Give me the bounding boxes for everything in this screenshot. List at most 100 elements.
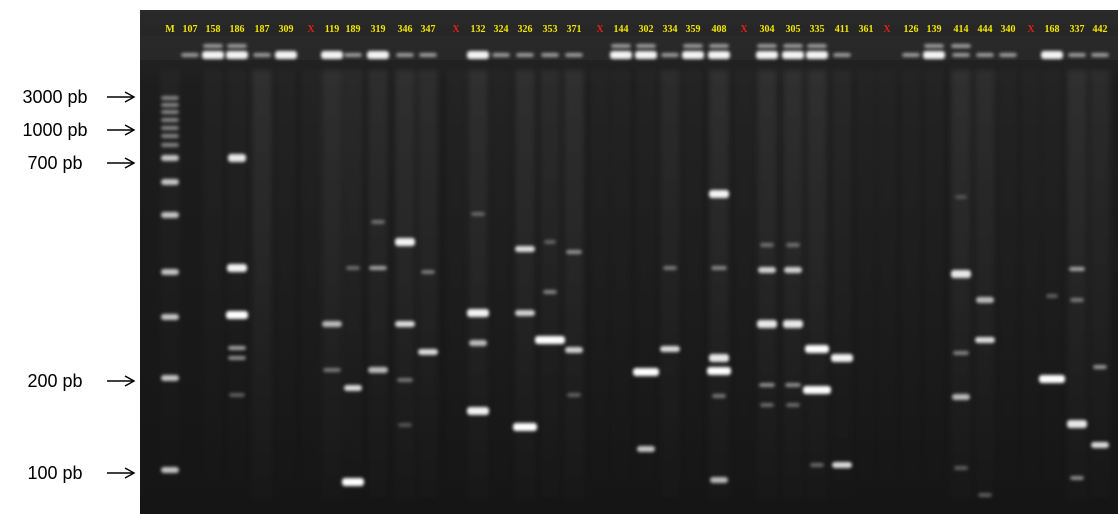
size-marker-label: 100 pb bbox=[27, 463, 82, 483]
dna-band bbox=[226, 51, 248, 59]
dna-band bbox=[161, 269, 179, 275]
dna-band bbox=[758, 267, 776, 273]
lane-label: 371 bbox=[567, 24, 582, 35]
dna-band bbox=[471, 212, 485, 216]
dna-band bbox=[227, 44, 247, 48]
dna-band bbox=[832, 462, 852, 468]
lane-label: 337 bbox=[1070, 24, 1085, 35]
lane-label: 305 bbox=[786, 24, 801, 35]
right-arrow-icon bbox=[107, 91, 136, 103]
lane-smear bbox=[395, 70, 415, 500]
dna-band bbox=[955, 195, 967, 199]
lane-smear bbox=[1090, 70, 1110, 500]
size-marker-label: 3000 pb bbox=[22, 87, 87, 107]
separator-label: X bbox=[1027, 24, 1035, 35]
lane-smear bbox=[343, 70, 363, 500]
dna-band bbox=[516, 53, 534, 57]
dna-band bbox=[395, 321, 415, 327]
dna-band bbox=[952, 53, 970, 57]
dna-band bbox=[757, 44, 777, 48]
lane-smear bbox=[856, 70, 876, 500]
dna-band bbox=[543, 290, 557, 294]
lane-smear bbox=[877, 70, 897, 500]
dna-bands bbox=[161, 44, 1109, 497]
dna-band bbox=[513, 423, 537, 431]
dna-band bbox=[709, 44, 729, 48]
lane-smear bbox=[418, 70, 438, 500]
dna-band bbox=[661, 53, 679, 57]
dna-band bbox=[566, 250, 582, 254]
dna-band bbox=[976, 297, 994, 303]
lane-label: 168 bbox=[1045, 24, 1060, 35]
dna-band bbox=[342, 478, 364, 486]
lane-label: 144 bbox=[614, 24, 629, 35]
dna-band bbox=[275, 51, 297, 59]
lane-smear bbox=[807, 70, 827, 500]
dna-band bbox=[1093, 365, 1107, 369]
lane-label: 139 bbox=[927, 24, 942, 35]
dna-band bbox=[1041, 51, 1063, 59]
lane-label: 347 bbox=[421, 24, 436, 35]
dna-band bbox=[952, 394, 970, 400]
dna-band bbox=[975, 337, 995, 343]
lane-label: 361 bbox=[859, 24, 874, 35]
lane-labels: M 107 158 186 187 309 X 119 189 319 346 347 X 132 324 3… bbox=[165, 24, 1107, 35]
dna-band bbox=[782, 51, 804, 59]
dna-band bbox=[807, 44, 827, 48]
dna-band bbox=[541, 53, 559, 57]
lane-label: 324 bbox=[494, 24, 509, 35]
lane-label: 126 bbox=[904, 24, 919, 35]
dna-band bbox=[419, 53, 437, 57]
dna-band bbox=[783, 44, 803, 48]
dna-band bbox=[633, 368, 659, 376]
lane-smear bbox=[1067, 70, 1087, 500]
lane-smear bbox=[590, 70, 610, 500]
lane-label: 353 bbox=[543, 24, 558, 35]
lane-smear bbox=[757, 70, 777, 500]
dna-band bbox=[161, 179, 179, 185]
dna-band bbox=[161, 467, 179, 473]
dna-band bbox=[951, 270, 971, 278]
dna-band bbox=[226, 311, 248, 319]
lane-smear bbox=[227, 70, 247, 500]
dna-band bbox=[923, 51, 945, 59]
dna-band bbox=[161, 134, 179, 138]
lane-smear bbox=[951, 70, 971, 500]
dna-band bbox=[610, 51, 632, 59]
lane-smear bbox=[301, 70, 321, 500]
separator-label: X bbox=[596, 24, 604, 35]
dna-band bbox=[346, 266, 360, 270]
lane-smear bbox=[252, 70, 272, 500]
lane-label: 442 bbox=[1093, 24, 1108, 35]
dna-band bbox=[181, 53, 199, 57]
dna-band bbox=[395, 238, 415, 246]
lane-label: 408 bbox=[712, 24, 727, 35]
lane-label: 334 bbox=[663, 24, 678, 35]
dna-band bbox=[663, 266, 677, 270]
dna-band bbox=[1091, 442, 1109, 448]
dna-band bbox=[565, 347, 583, 353]
dna-band bbox=[344, 53, 362, 57]
dna-band bbox=[611, 44, 631, 48]
dna-band bbox=[1067, 420, 1087, 428]
dna-band bbox=[397, 378, 413, 382]
lane-smear bbox=[160, 70, 180, 500]
dna-band bbox=[976, 53, 994, 57]
lane-label: 346 bbox=[398, 24, 413, 35]
dna-band bbox=[786, 243, 800, 247]
size-marker-label: 1000 pb bbox=[22, 120, 87, 140]
size-marker-label: 200 pb bbox=[27, 371, 82, 391]
lane-smear bbox=[203, 70, 223, 500]
lane-label: 302 bbox=[639, 24, 654, 35]
dna-band bbox=[954, 466, 968, 470]
dna-band bbox=[756, 51, 778, 59]
lane-smear bbox=[446, 70, 466, 500]
lane-label: 359 bbox=[686, 24, 701, 35]
dna-band bbox=[902, 53, 920, 57]
dna-band bbox=[709, 354, 729, 362]
dna-band bbox=[161, 103, 179, 107]
dna-band bbox=[421, 270, 435, 274]
dna-band bbox=[757, 320, 777, 328]
dna-band bbox=[953, 351, 969, 355]
dna-band bbox=[467, 51, 489, 59]
